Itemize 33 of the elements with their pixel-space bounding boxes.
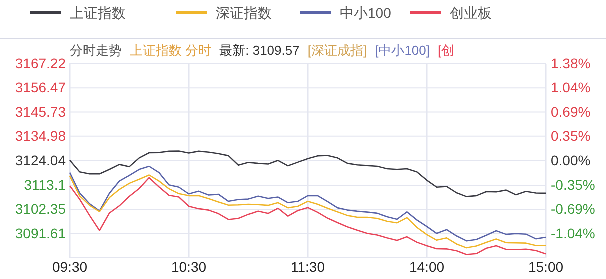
- legend-label: 创业板: [450, 5, 492, 21]
- chart-subtitle: 分时走势: [70, 43, 122, 58]
- x-tick-label: 11:30: [291, 258, 326, 275]
- legend-label: 深证指数: [216, 5, 272, 21]
- y2-tick-label: 1.04%: [551, 79, 591, 96]
- x-tick-label: 14:00: [409, 258, 445, 275]
- y2-tick-label: 0.35%: [551, 128, 591, 144]
- y-tick-label: 3167.22: [15, 55, 66, 72]
- line-series: [69, 150, 547, 198]
- text: [创: [438, 43, 455, 58]
- x-tick-label: 09:30: [52, 258, 88, 275]
- y2-tick-label: -1.04%: [551, 226, 596, 242]
- legend-label: 上证指数: [70, 5, 126, 21]
- y-tick-label: 3145.73: [15, 104, 66, 120]
- text: 最新: 3109.57: [220, 43, 300, 58]
- y-tick-label: 3134.98: [15, 128, 66, 144]
- y2-tick-label: 0.69%: [551, 104, 591, 120]
- y-tick-label: 3113.1: [24, 177, 66, 194]
- y-tick-label: 3124.04: [15, 152, 66, 168]
- y-tick-label: 3091.61: [15, 225, 66, 242]
- text: [中小100]: [375, 43, 430, 58]
- legend-label: 中小100: [340, 5, 392, 21]
- text: 上证指数 分时: [130, 43, 212, 58]
- y2-tick-label: -0.35%: [551, 177, 596, 194]
- x-tick-label: 15:00: [528, 258, 564, 275]
- y-tick-label: 3156.47: [15, 80, 66, 96]
- y2-tick-label: 0.00%: [551, 152, 591, 168]
- y2-tick-label: -0.69%: [551, 200, 596, 217]
- text: [深证成指]: [308, 43, 368, 58]
- y-tick-label: 3102.35: [15, 201, 66, 218]
- y2-tick-label: 1.38%: [551, 55, 591, 72]
- line-series: [69, 166, 547, 242]
- x-tick-label: 10:30: [171, 258, 207, 275]
